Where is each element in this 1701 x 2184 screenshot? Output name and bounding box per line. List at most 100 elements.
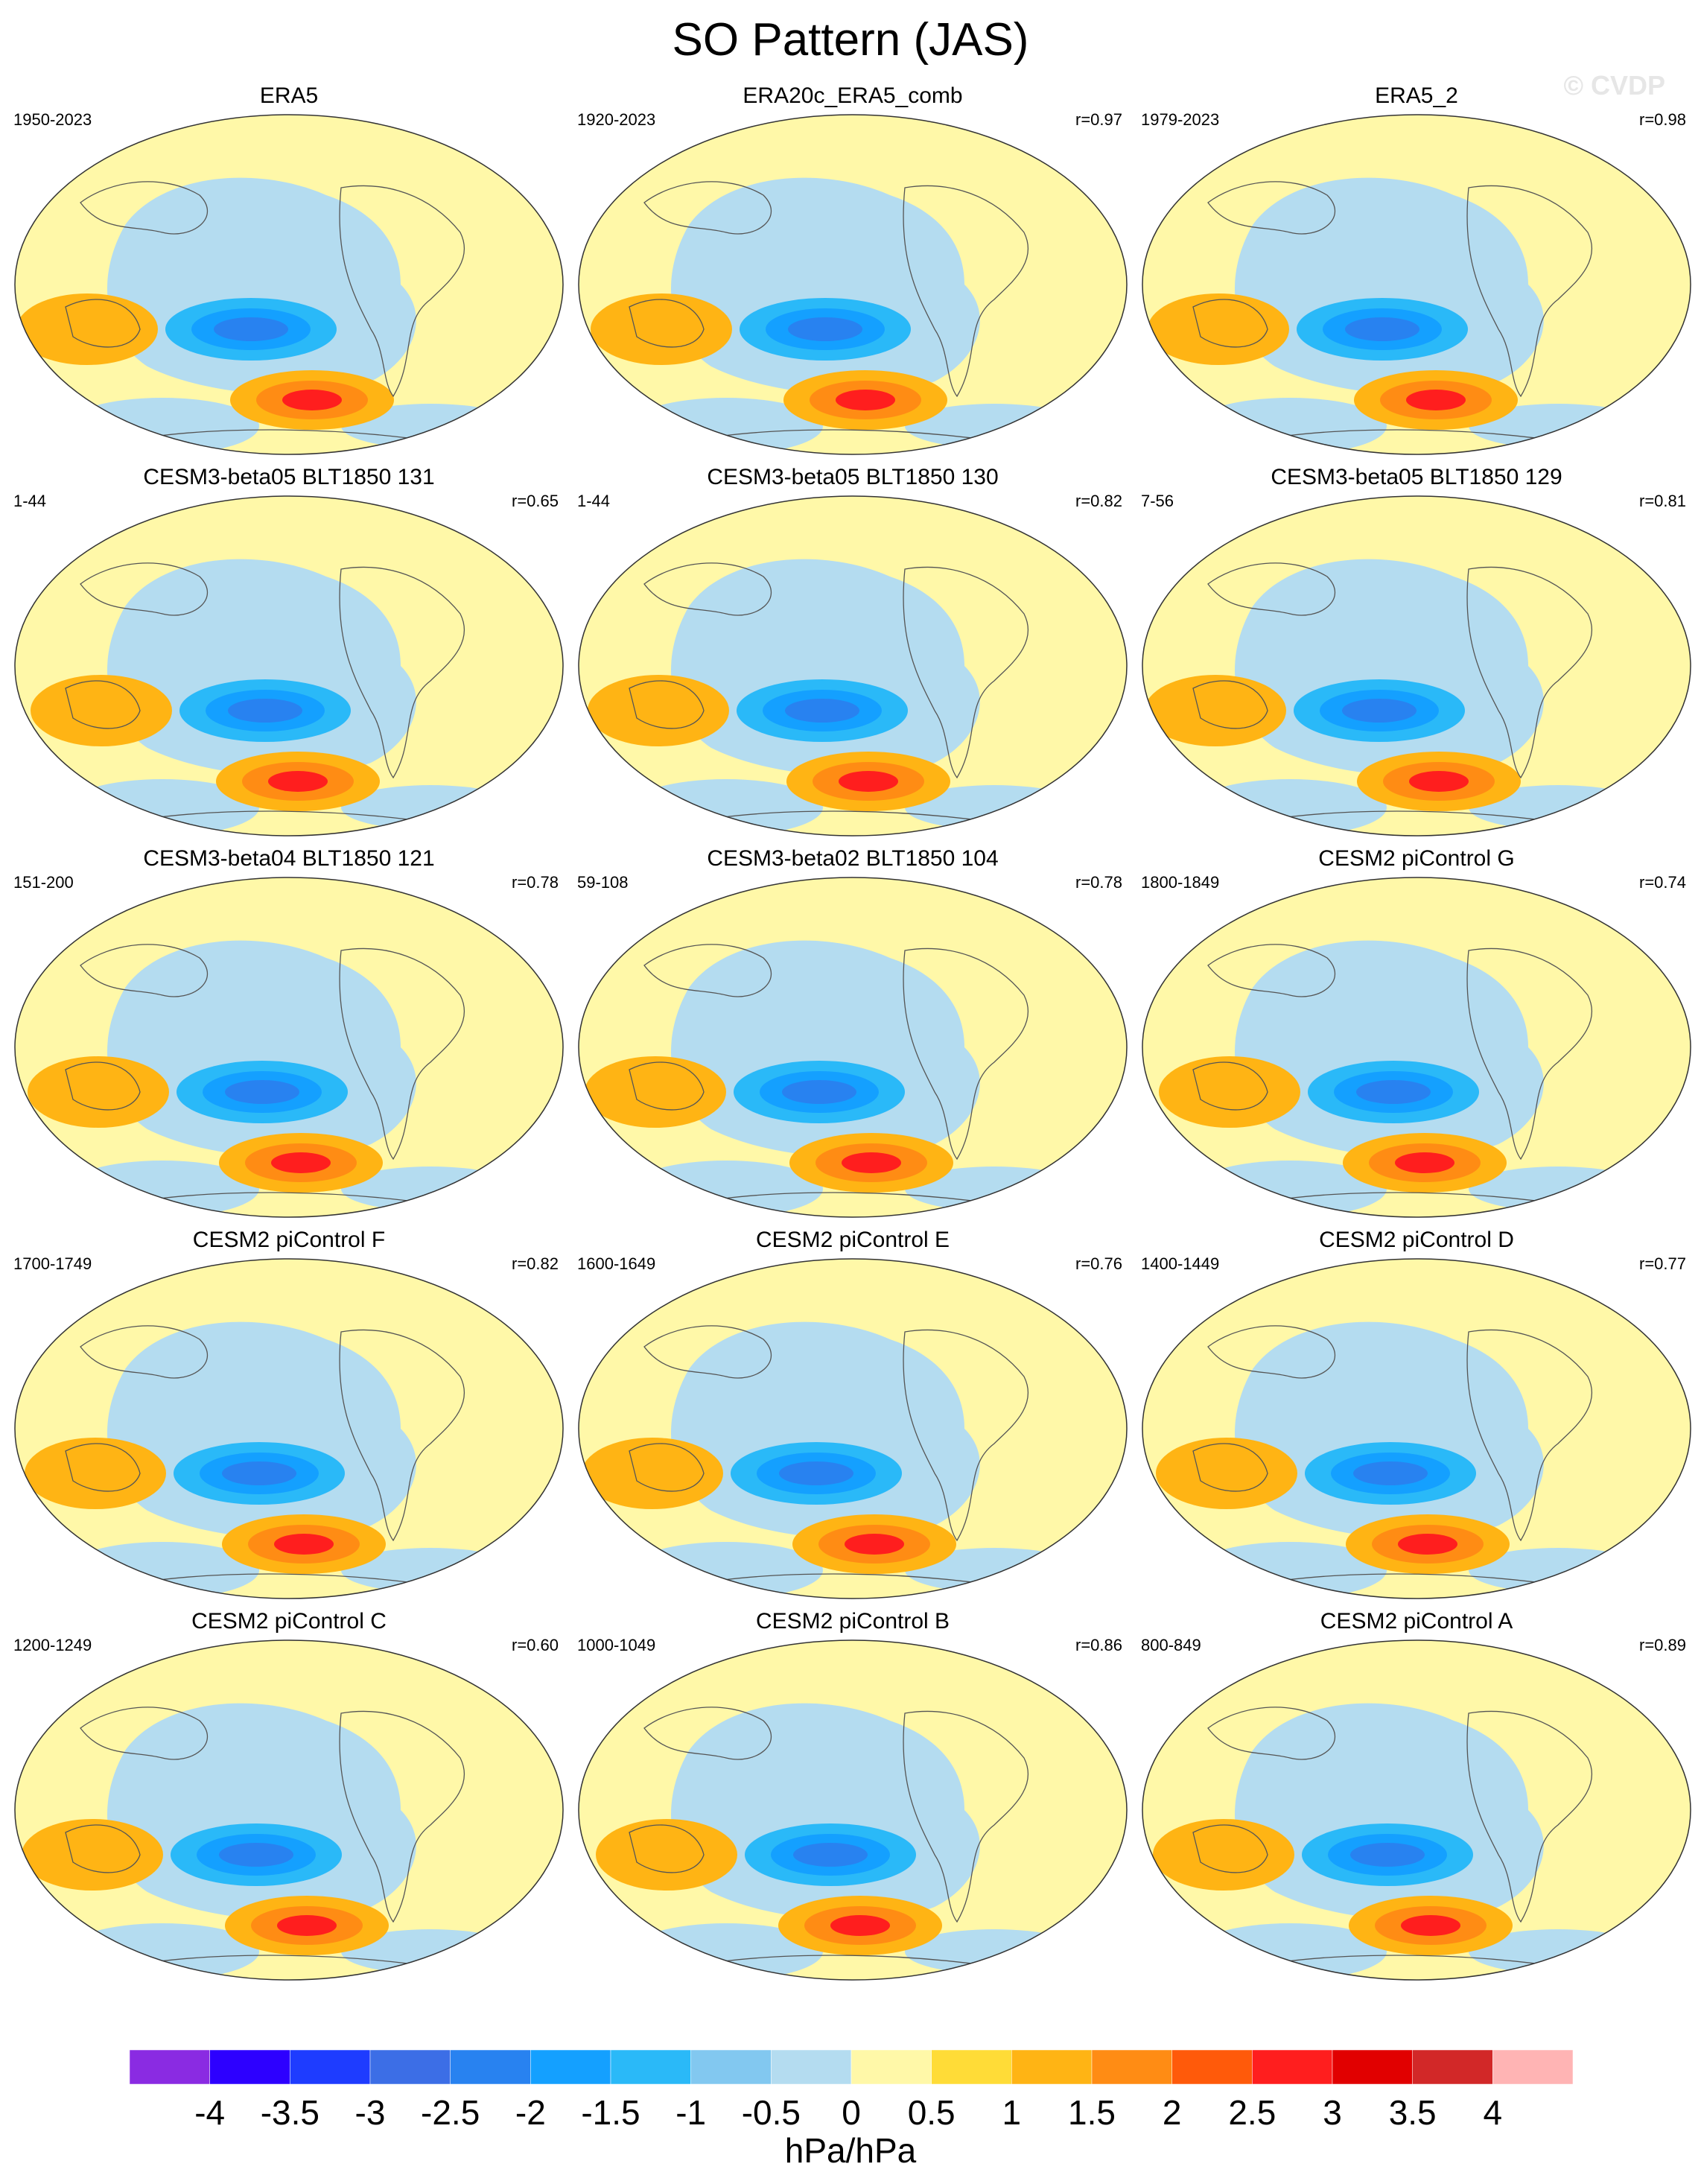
pacific-negative-center <box>1342 699 1417 723</box>
panel-title: CESM2 piControl D <box>1319 1228 1514 1252</box>
continent-outline <box>1466 947 1593 1161</box>
map-border <box>578 495 1128 837</box>
map-panel: CESM3-beta05 BLT1850 131 1-44 r=0.65 <box>13 465 565 837</box>
colorbar-box <box>1412 2049 1493 2085</box>
colorbar-box <box>931 2049 1012 2085</box>
panel-correlation: r=0.74 <box>1639 873 1686 892</box>
australia-positive-region <box>1156 1438 1297 1509</box>
continent-outline <box>1192 1443 1268 1492</box>
continent-outline <box>80 562 209 616</box>
pacific-negative-center <box>1350 1843 1425 1867</box>
colorbar-box <box>771 2049 852 2085</box>
map-panel: CESM3-beta05 BLT1850 130 1-44 r=0.82 <box>577 465 1128 837</box>
southern-negative-region <box>629 1542 823 1599</box>
panel-title: ERA20c_ERA5_comb <box>743 83 963 108</box>
panel-correlation: r=0.86 <box>1075 1636 1122 1654</box>
southern-positive-center <box>836 390 895 410</box>
australia-positive-region <box>1145 675 1286 746</box>
map-border <box>14 1258 564 1599</box>
map-panel: CESM2 piControl F 1700-1749 r=0.82 <box>13 1228 565 1600</box>
panel-title: CESM2 piControl G <box>1318 846 1515 871</box>
southern-positive-center <box>830 1915 890 1936</box>
southern-positive-center <box>282 390 342 410</box>
panel-title: CESM3-beta02 BLT1850 104 <box>707 846 999 871</box>
continent-outline <box>1207 562 1336 616</box>
continent-outline <box>643 181 772 235</box>
panel-title: CESM2 piControl A <box>1320 1609 1513 1634</box>
map-border <box>1142 495 1691 837</box>
colorbar-tick-label: 3.5 <box>1389 2093 1437 2130</box>
continent-outline <box>339 947 465 1161</box>
australia-positive-region <box>28 1056 169 1128</box>
map-svg <box>14 877 564 1218</box>
colorbar-tick-label: -3.5 <box>261 2093 319 2130</box>
continent-outline <box>65 1443 141 1492</box>
australia-positive-region <box>1153 1819 1294 1891</box>
colorbar-tick-label: 0.5 <box>908 2093 956 2130</box>
map-panel: CESM3-beta04 BLT1850 121 151-200 r=0.78 <box>13 846 565 1219</box>
continent-outline <box>643 944 772 997</box>
map-panel: CESM2 piControl B 1000-1049 r=0.86 <box>577 1609 1128 1981</box>
southern-negative-region <box>1193 779 1387 836</box>
southern-positive-center <box>839 771 898 792</box>
page-title: SO Pattern (JAS) <box>672 14 1029 66</box>
continent-outline <box>65 1061 141 1111</box>
panel-correlation: r=0.81 <box>1639 492 1686 510</box>
map-svg <box>1142 495 1691 837</box>
map-svg <box>578 114 1128 455</box>
continent-outline <box>903 1710 1029 1923</box>
panel-years: 1600-1649 <box>577 1254 656 1273</box>
continent-outline <box>903 185 1029 398</box>
continent-outline <box>1192 1061 1268 1111</box>
continent-outline <box>643 562 772 616</box>
map-svg <box>578 495 1128 837</box>
panel-correlation: r=0.78 <box>1075 873 1122 892</box>
colorbar-box <box>530 2049 611 2085</box>
continent-outline <box>80 944 209 997</box>
southern-positive-center <box>277 1915 337 1936</box>
panel-title: CESM2 piControl B <box>755 1609 950 1634</box>
panel-years: 1800-1849 <box>1141 873 1220 892</box>
panel-title: ERA5_2 <box>1375 83 1458 108</box>
pacific-negative-center <box>793 1843 868 1867</box>
panel-years: 1950-2023 <box>13 110 92 129</box>
continent-outline <box>80 181 209 235</box>
panel-title: ERA5 <box>259 83 319 108</box>
continent-outline <box>629 1443 705 1492</box>
colorbar-box <box>1011 2049 1093 2085</box>
colorbar-tick-label: 2.5 <box>1228 2093 1276 2130</box>
panel-years: 1-44 <box>13 492 47 510</box>
southern-positive-center <box>1395 1152 1454 1173</box>
map-panel: CESM2 piControl C 1200-1249 r=0.60 <box>13 1609 565 1981</box>
pacific-negative-center <box>1353 1461 1428 1485</box>
southern-positive-center <box>274 1534 334 1555</box>
pacific-negative-center <box>779 1461 853 1485</box>
map-border <box>578 1258 1128 1599</box>
map-svg <box>1142 1258 1691 1599</box>
continent-outline <box>80 1325 209 1379</box>
continent-outline <box>1207 1325 1336 1379</box>
map-panel: ERA20c_ERA5_comb 1920-2023 r=0.97 <box>577 83 1128 456</box>
continent-outline <box>1207 944 1336 997</box>
continent-outline <box>65 299 141 348</box>
map-panel: ERA5_2 1979-2023 r=0.98 <box>1141 83 1692 456</box>
continent-outline <box>1207 181 1336 235</box>
continent-outline <box>1192 680 1268 729</box>
map-border <box>14 877 564 1218</box>
colorbar-tick-label: -3 <box>355 2093 386 2130</box>
continent-outline <box>339 1329 465 1542</box>
colorbar-tick-label: -4 <box>194 2093 225 2130</box>
continent-outline <box>903 1329 1029 1542</box>
continent-outline <box>629 680 705 729</box>
watermark: © CVDP <box>1563 70 1665 101</box>
colorbar-box <box>1091 2049 1172 2085</box>
southern-positive-center <box>268 771 328 792</box>
southern-positive-center <box>1406 390 1466 410</box>
map-border <box>578 877 1128 1218</box>
map-svg <box>14 1639 564 1981</box>
map-border <box>14 114 564 455</box>
colorbar-tick-label: -0.5 <box>742 2093 801 2130</box>
map-svg <box>14 495 564 837</box>
colorbar-tick-label: 3 <box>1323 2093 1342 2130</box>
continent-outline <box>629 1061 705 1111</box>
